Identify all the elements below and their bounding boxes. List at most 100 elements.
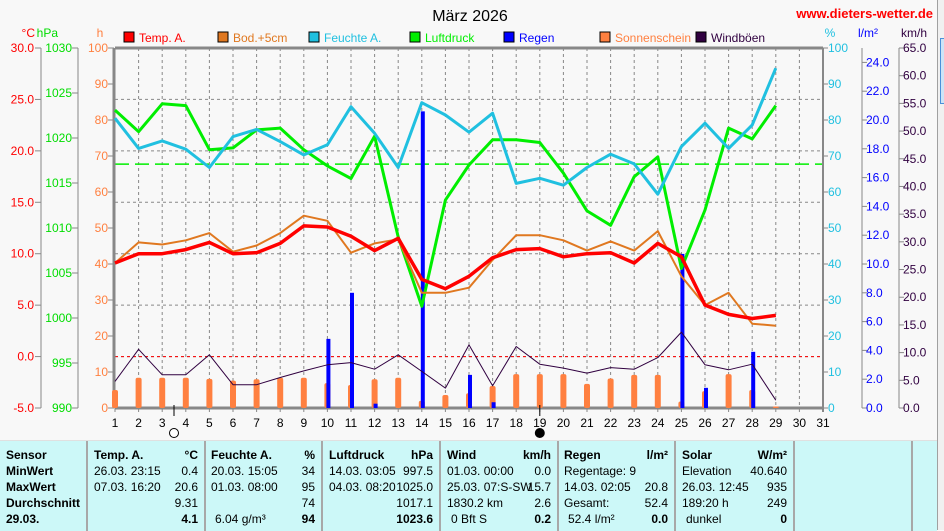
hours-tick-label: 60	[95, 185, 109, 199]
x-tick-label: 15	[439, 416, 453, 430]
wind-tick-label: 30.0	[903, 235, 927, 249]
temp-tick-label: 25.0	[11, 92, 35, 106]
x-tick-label: 30	[793, 416, 807, 430]
temp-row-value: 20.6	[175, 479, 198, 495]
wind-axis-unit: km/h	[901, 26, 927, 40]
humidity-tick-label: 90	[828, 77, 842, 91]
hours-tick-label: 20	[95, 329, 109, 343]
sunshine-bar	[395, 378, 401, 408]
scrollbar-thumb[interactable]	[940, 38, 944, 104]
rain-bar	[468, 375, 472, 408]
temp-row-value: 4.1	[181, 511, 198, 527]
rain-row-label: Gesamt:	[564, 495, 609, 511]
rain-axis-unit: l/m²	[858, 26, 878, 40]
x-tick-label: 5	[206, 416, 213, 430]
humidity-tick-label: 20	[828, 329, 842, 343]
temp-row-label: 07.03. 16:20	[94, 479, 161, 495]
sunshine-bar	[773, 407, 779, 408]
rain-tick-label: 24.0	[866, 55, 890, 69]
sensor-header: Sensor	[6, 447, 80, 463]
temp-tick-label: -5.0	[13, 401, 34, 415]
statistics-table: Sensor MinWert MaxWert Durchschnitt 29.0…	[0, 440, 937, 531]
row-label-avg: Durchschnitt	[6, 495, 80, 511]
chart-title: März 2026	[432, 8, 508, 25]
legend-label: Sonnenschein	[615, 31, 691, 45]
x-tick-label: 8	[277, 416, 284, 430]
hours-tick-label: 100	[88, 41, 108, 55]
solar-row-label: 189:20 h	[682, 495, 729, 511]
pressure-row-value: 1025.0	[396, 479, 433, 495]
humidity-tick-label: 10	[828, 365, 842, 379]
row-label-max: MaxWert	[6, 479, 80, 495]
humidity-tick-label: 30	[828, 293, 842, 307]
wind-row-label: 25.03. 07:S-SW	[447, 479, 532, 495]
pressure-header: Luftdruck	[329, 447, 384, 463]
rain-bar	[350, 293, 354, 408]
humidity-tick-label: 70	[828, 149, 842, 163]
hours-tick-label: 30	[95, 293, 109, 307]
humidity-row-value: 34	[302, 463, 315, 479]
sensor-column: Sensor MinWert MaxWert Durchschnitt 29.0…	[0, 441, 88, 531]
temp-tick-label: 15.0	[11, 195, 35, 209]
temp-tick-label: 20.0	[11, 144, 35, 158]
row-label-min: MinWert	[6, 463, 80, 479]
sunshine-bar	[537, 374, 543, 408]
sunshine-bar	[584, 384, 590, 408]
hours-tick-label: 80	[95, 113, 109, 127]
solar-row-value: 249	[767, 495, 787, 511]
sunshine-bar	[513, 374, 519, 408]
humidity-tick-label: 100	[828, 41, 848, 55]
hours-tick-label: 90	[95, 77, 109, 91]
rain-header: Regen	[564, 447, 601, 463]
site-link[interactable]: www.dieters-wetter.de	[795, 6, 933, 21]
hours-tick-label: 50	[95, 221, 109, 235]
rain-row-value: 0.0	[651, 511, 668, 527]
sunshine-bar	[631, 375, 637, 408]
rain-tick-label: 22.0	[866, 84, 890, 98]
rain-tick-label: 0.0	[866, 401, 883, 415]
wind-tick-label: 45.0	[903, 152, 927, 166]
wind-tick-label: 25.0	[903, 263, 927, 277]
humidity-header: Feuchte A.	[211, 447, 272, 463]
pressure-tick-label: 1025	[45, 86, 72, 100]
temp-tick-label: 30.0	[11, 41, 35, 55]
humidity-unit: %	[304, 447, 315, 463]
pressure-tick-label: 1020	[45, 131, 72, 145]
sunshine-bar	[442, 395, 448, 408]
solar-row-label: 26.03. 12:45	[682, 479, 749, 495]
wind-row-value: 15.7	[528, 479, 551, 495]
row-label-current: 29.03.	[6, 511, 80, 527]
sunshine-bar	[136, 378, 142, 408]
sunshine-bar	[112, 390, 118, 408]
temp-unit: °C	[185, 447, 198, 463]
pressure-tick-label: 1015	[45, 176, 72, 190]
wind-tick-label: 40.0	[903, 179, 927, 193]
legend-swatch	[218, 32, 228, 42]
x-tick-label: 12	[368, 416, 382, 430]
rain-row-label: Regentage: 9	[564, 463, 636, 479]
rain-tick-label: 18.0	[866, 142, 890, 156]
legend-swatch	[600, 32, 610, 42]
weather-chart: März 2026 www.dieters-wetter.de °C30.025…	[0, 0, 944, 440]
pressure-tick-label: 995	[52, 356, 72, 370]
temp-tick-label: 10.0	[11, 247, 35, 261]
wind-unit: km/h	[523, 447, 551, 463]
sunshine-bar	[560, 374, 566, 408]
rain-tick-label: 6.0	[866, 315, 883, 329]
wind-tick-label: 0.0	[903, 401, 920, 415]
wind-tick-label: 55.0	[903, 96, 927, 110]
x-tick-label: 2	[135, 416, 142, 430]
sunshine-bar	[655, 375, 661, 408]
scrollbar[interactable]	[937, 0, 944, 530]
humidity-row-value: 74	[302, 495, 315, 511]
sunshine-bar	[183, 378, 189, 408]
wind-row-value: 2.6	[534, 495, 551, 511]
temp-row-value: 9.31	[175, 495, 198, 511]
temp-axis-unit: °C	[22, 26, 36, 40]
pressure-row-value: 997.5	[403, 463, 433, 479]
pressure-tick-label: 990	[52, 401, 72, 415]
